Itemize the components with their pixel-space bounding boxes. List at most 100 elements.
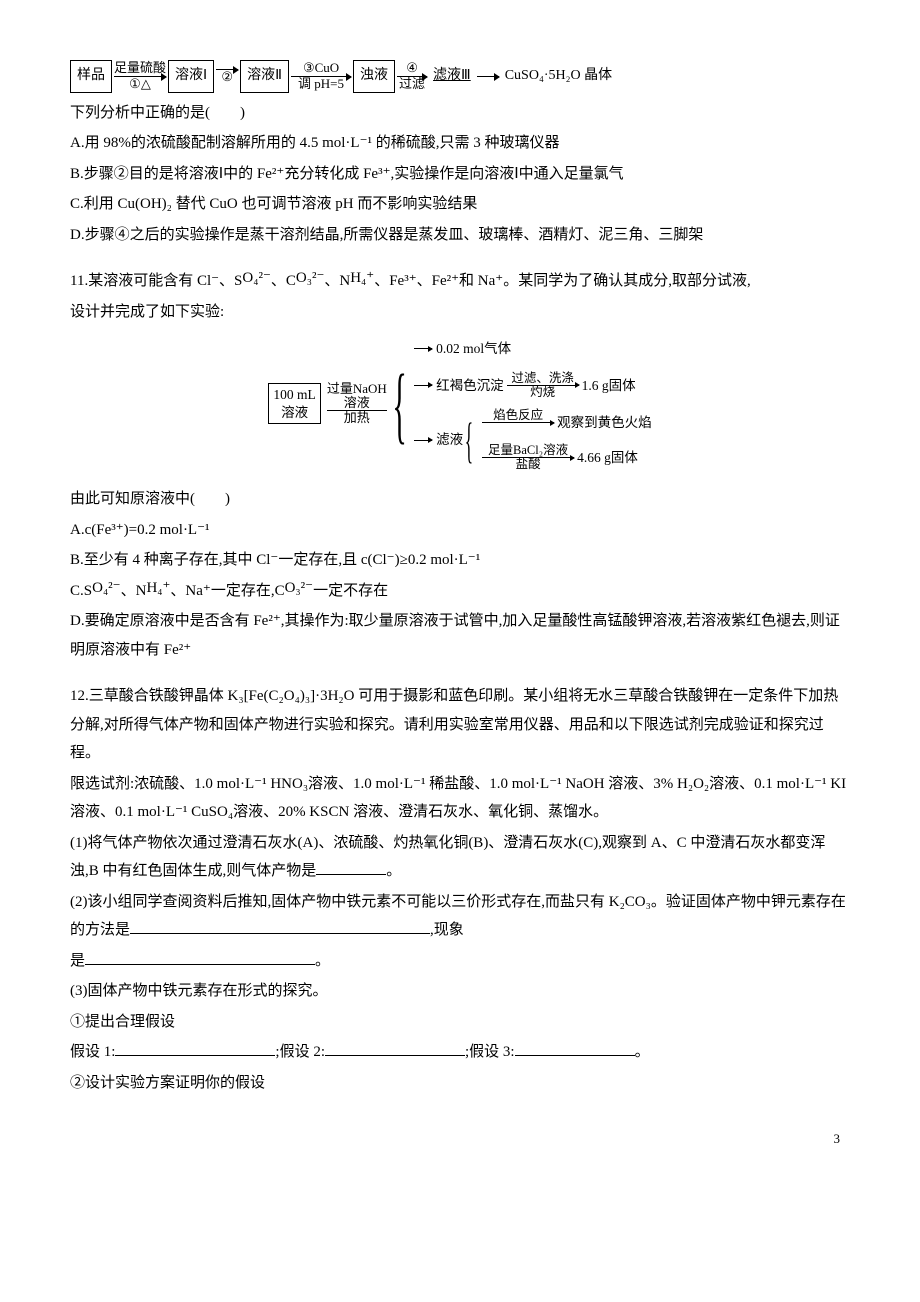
q11-c-mid2: 、Na⁺一定存在,C [170, 583, 284, 599]
q10-option-b: B.步骤②目的是将溶液Ⅰ中的 Fe²⁺充分转化成 Fe³⁺,实验操作是向溶液Ⅰ中… [70, 160, 850, 189]
q11-sub-flame: 焰色反应 观察到黄色火焰 [479, 409, 652, 436]
q11-precip: 红褐色沉淀 [436, 373, 504, 399]
q11-row-gas: 0.02 mol气体 [410, 336, 652, 362]
q11-c-so4: O₄²⁻ [92, 580, 120, 596]
q12-hypotheses: 假设 1: ;假设 2: ;假设 3: 。 [70, 1038, 850, 1067]
flow-box-solution2: 溶液Ⅱ [240, 60, 289, 93]
q11-stem-mid2: 、N [324, 273, 350, 289]
q12-sub1: (1)将气体产物依次通过澄清石灰水(A)、浓硫酸、灼热氧化铜(B)、澄清石灰水(… [70, 829, 850, 886]
process-flow-diagram: 样品 足量硫酸 ①△ 溶液Ⅰ ② 溶液Ⅱ ③CuO 调 pH=5 浊液 ④ 过滤… [70, 60, 850, 93]
q11-bacl2-bot: 盐酸 [516, 458, 541, 471]
q12-s2d: 。 [315, 953, 330, 969]
q11-bacl2-top: 足量BaCl₂溶液 [488, 444, 568, 457]
q11-flame-result: 观察到黄色火焰 [557, 410, 652, 436]
q12-sub3: (3)固体产物中铁元素存在形式的探究。 [70, 977, 850, 1006]
q11-conclude: 由此可知原溶液中( ) [70, 485, 850, 514]
flow-box-sample: 样品 [70, 60, 112, 93]
q11-experiment-diagram: 100 mL 溶液 过量NaOH 溶液 加热 { 0.02 mol气体 [70, 336, 850, 471]
q11-option-a: A.c(Fe³⁺)=0.2 mol·L⁻¹ [70, 522, 210, 538]
flow-box-turbid: 浊液 [353, 60, 395, 93]
arrow3-bot: 调 pH=5 [298, 77, 344, 91]
q11-option-b: B.至少有 4 种离子存在,其中 Cl⁻一定存在,且 c(Cl⁻)≥0.2 mo… [70, 546, 850, 575]
flow-arrow-5 [477, 76, 499, 77]
flow-box-solution1: 溶液Ⅰ [168, 60, 214, 93]
q11-option-c: C.SO₄²⁻、NH₄⁺、Na⁺一定存在,CO₃²⁻一定不存在 [70, 577, 850, 606]
q10-stem: 下列分析中正确的是( ) [70, 99, 850, 128]
blank-hypothesis-2[interactable] [325, 1040, 465, 1056]
q11-box-line2: 溶液 [281, 405, 308, 420]
q11-c-co3: O₃²⁻ [285, 580, 313, 596]
q11-solid1: 1.6 g固体 [582, 373, 636, 399]
nh4-frag: H₄⁺ [350, 270, 374, 286]
co3-frag: O₃²⁻ [296, 270, 324, 286]
q11-c-mid1: 、N [121, 583, 147, 599]
q12-h3-label: ;假设 3: [465, 1044, 515, 1060]
flow-arrow-3: ③CuO 调 pH=5 [291, 61, 351, 92]
q11-row-precipitate: 红褐色沉淀 过滤、洗涤 灼烧 1.6 g固体 [410, 372, 652, 399]
blank-phenomenon[interactable] [85, 949, 315, 965]
so4-frag: O₄²⁻ [242, 270, 270, 286]
q11-c-pre: C.S [70, 583, 92, 599]
q11-c-nh4: H₄⁺ [146, 580, 170, 596]
q12-block: 12.三草酸合铁酸钾晶体 K₃[Fe(C₂O₄)₃]·3H₂O 可用于摄影和蓝色… [70, 682, 850, 1097]
arrow4-top: ④ [406, 61, 418, 76]
q11-r2-bot: 灼烧 [530, 386, 555, 399]
q11-r2-top: 过滤、洗涤 [511, 372, 574, 385]
q11-stem-line1: 11.某溶液可能含有 Cl⁻、SO₄²⁻、CO₃²⁻、NH₄⁺、Fe³⁺、Fe²… [70, 267, 850, 296]
blank-hypothesis-3[interactable] [515, 1040, 635, 1056]
flow-box-filtrate3: 滤液Ⅲ [429, 63, 475, 90]
q11-mid-line: 溶液 [344, 396, 370, 410]
q12-p2: 限选试剂:浓硫酸、1.0 mol·L⁻¹ HNO₃溶液、1.0 mol·L⁻¹ … [70, 770, 850, 827]
q11-gas-result: 0.02 mol气体 [436, 336, 511, 362]
q12-s1b: 。 [386, 863, 401, 879]
q10-option-d: D.步骤④之后的实验操作是蒸干溶剂结晶,所需仪器是蒸发皿、玻璃棒、酒精灯、泥三角… [70, 221, 850, 250]
q12-h1-label: 假设 1: [70, 1044, 115, 1060]
blank-method[interactable] [130, 918, 430, 934]
q11-stem-mid1: 、C [271, 273, 296, 289]
q11-filtrate: 滤液 [436, 427, 463, 453]
q12-p1: 12.三草酸合铁酸钾晶体 K₃[Fe(C₂O₄)₃]·3H₂O 可用于摄影和蓝色… [70, 682, 850, 768]
q11-stem-line2: 设计并完成了如下实验: [70, 298, 850, 327]
q11-filtrate-sub: 焰色反应 观察到黄色火焰 足量BaCl₂溶液 盐酸 [479, 409, 652, 472]
q11-box-source: 100 mL 溶液 [268, 383, 320, 424]
q11-stem-pre: 11.某溶液可能含有 Cl⁻、S [70, 273, 242, 289]
bracket-icon: { [392, 369, 406, 439]
flow-arrow-1: 足量硫酸 ①△ [114, 61, 166, 92]
arrow1-top: 足量硫酸 [114, 61, 166, 76]
q11-c-post: 一定不存在 [313, 583, 388, 599]
blank-hypothesis-1[interactable] [115, 1040, 275, 1056]
q12-sub2: (2)该小组同学查阅资料后推知,固体产物中铁元素不可能以三价形式存在,而盐只有 … [70, 888, 850, 945]
q12-s2b: ,现象 [430, 922, 464, 938]
q12-sub3-2: ②设计实验方案证明你的假设 [70, 1069, 850, 1098]
q11-bacl2-arrow: 足量BaCl₂溶液 盐酸 [482, 444, 574, 471]
arrow1-bot: ①△ [129, 77, 151, 91]
q12-h-end: 。 [635, 1044, 650, 1060]
q11-mid-top: 过量NaOH [327, 382, 387, 396]
q11-bacl2-result: 4.66 g固体 [577, 445, 638, 471]
q11-mid-bot: 加热 [344, 411, 370, 425]
q12-s1a: (1)将气体产物依次通过澄清石灰水(A)、浓硫酸、灼热氧化铜(B)、澄清石灰水(… [70, 835, 825, 880]
q12-sub3-1: ①提出合理假设 [70, 1008, 850, 1037]
q11-flame-arrow: 焰色反应 [482, 409, 554, 436]
arrow2-bot: ② [221, 70, 233, 84]
q11-mid-step: 过量NaOH 溶液 加热 [327, 382, 387, 426]
q11-block: 11.某溶液可能含有 Cl⁻、SO₄²⁻、CO₃²⁻、NH₄⁺、Fe³⁺、Fe²… [70, 267, 850, 664]
q11-option-d: D.要确定原溶液中是否含有 Fe²⁺,其操作为:取少量原溶液于试管中,加入足量酸… [70, 607, 850, 664]
sub-bracket-icon: { [465, 419, 473, 461]
q11-sub-bacl2: 足量BaCl₂溶液 盐酸 4.66 g固体 [479, 444, 652, 471]
q10-option-a: A.用 98%的浓硫酸配制溶解所用的 4.5 mol·L⁻¹ 的稀硫酸,只需 3… [70, 129, 850, 158]
q11-result-rows: 0.02 mol气体 红褐色沉淀 过滤、洗涤 灼烧 1.6 g固体 [410, 336, 652, 471]
arrow3-top: ③CuO [303, 61, 339, 76]
q12-sub2-line2: 是。 [70, 947, 850, 976]
q12-h2-label: ;假设 2: [275, 1044, 325, 1060]
q11-box-line1: 100 mL [273, 387, 315, 402]
blank-gas-product[interactable] [316, 859, 386, 875]
flow-arrow-2: ② [216, 68, 238, 84]
q11-precip-arrow: 过滤、洗涤 灼烧 [507, 372, 579, 399]
page-container: 样品 足量硫酸 ①△ 溶液Ⅰ ② 溶液Ⅱ ③CuO 调 pH=5 浊液 ④ 过滤… [10, 0, 910, 1192]
q11-row-filtrate: 滤液 { 焰色反应 观察到黄色火焰 [410, 409, 652, 472]
q11-stem-post: 、Fe³⁺、Fe²⁺和 Na⁺。某同学为了确认其成分,取部分试液, [374, 273, 751, 289]
q10-option-c: C.利用 Cu(OH)₂ 替代 CuO 也可调节溶液 pH 而不影响实验结果 [70, 190, 850, 219]
q12-s2c: 是 [70, 953, 85, 969]
page-number: 3 [70, 1127, 850, 1152]
